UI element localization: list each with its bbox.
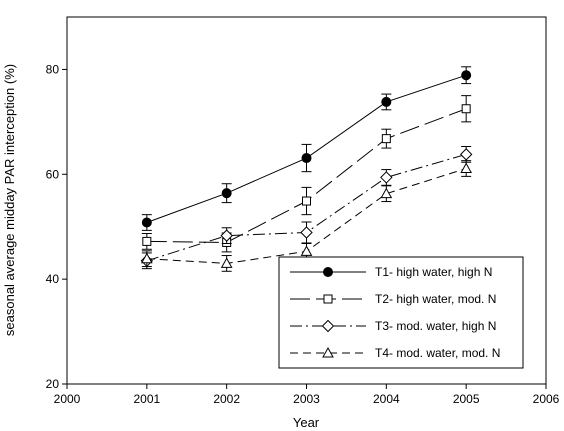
data-point [460,162,473,174]
legend-marker [323,267,333,277]
legend-label: T3- mod. water, high N [375,319,496,333]
data-point [302,196,311,206]
data-point [141,217,152,228]
data-point [220,257,233,268]
legend-label: T2- high water, mod. N [375,292,496,306]
data-point [221,188,232,199]
legend-label: T4- mod. water, mod. N [375,346,500,360]
data-point [461,104,471,114]
series-layer [140,66,473,272]
y-tick-label: 80 [46,62,60,76]
x-tick-label: 2004 [373,392,400,406]
legend-entry: T4- mod. water, mod. N [290,346,500,360]
data-point [220,229,233,242]
x-tick-label: 2005 [453,392,480,406]
data-point [381,96,392,107]
data-point [380,187,393,199]
data-point [380,171,393,184]
series-1 [141,66,472,231]
axis-ticks: 2000 2001 2002 2003 2004 2005 2006 20 40 60 80 [46,62,560,406]
x-tick-label: 2006 [533,392,560,406]
legend-marker [323,294,333,304]
data-point [300,226,313,239]
data-point [381,134,391,144]
y-tick-label: 20 [46,377,60,391]
y-axis-title: seasonal average midday PAR interception… [2,64,17,336]
x-tick-label: 2001 [133,392,160,406]
series-4 [140,160,473,272]
y-tick-label: 60 [46,167,60,181]
legend-label: T1- high water, high N [375,265,492,279]
legend-marker [322,346,334,358]
legend-entry: T2- high water, mod. N [290,292,496,306]
legend-marker [321,319,335,333]
legend-entry: T3- mod. water, high N [290,319,496,333]
data-point [142,236,152,246]
legend-box [278,256,524,369]
legend: T1- high water, high N T2- high water, mo… [278,256,524,369]
legend-entry: T1- high water, high N [290,265,492,279]
data-point [300,245,313,256]
x-tick-label: 2003 [293,392,320,406]
x-tick-label: 2000 [54,392,81,406]
data-point [459,148,473,161]
x-axis-title: Year [293,415,320,430]
data-point [140,252,153,264]
data-point [301,153,312,164]
x-tick-label: 2002 [213,392,240,406]
data-point [461,70,472,81]
y-tick-label: 40 [46,272,60,286]
